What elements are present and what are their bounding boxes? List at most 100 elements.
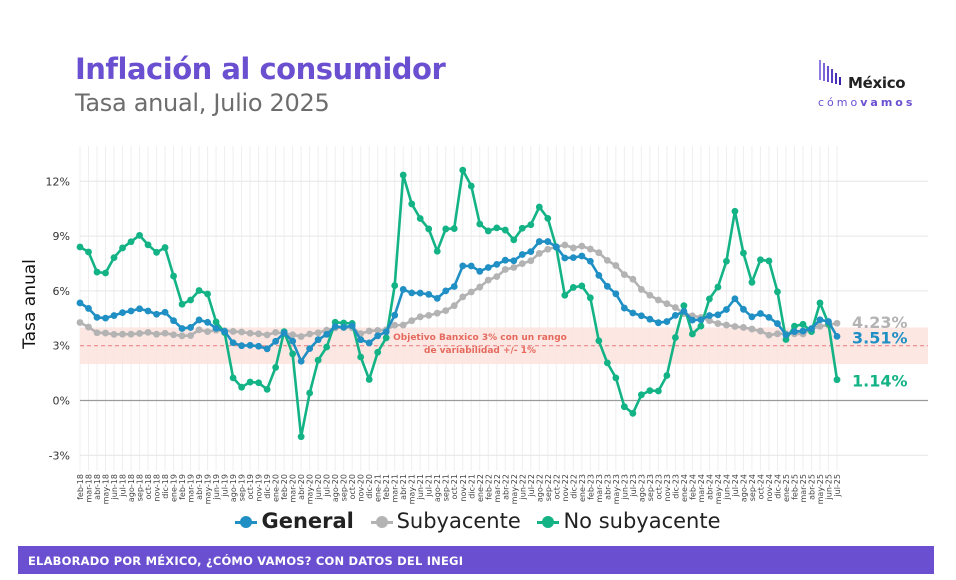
data-point-no-subyacente (255, 379, 263, 387)
data-point-general (110, 312, 118, 319)
data-point-subyacente (723, 321, 730, 329)
data-point-no-subyacente (136, 231, 143, 239)
data-point-no-subyacente (76, 243, 84, 251)
x-tick-label: mar-18 (85, 474, 94, 503)
data-point-subyacente (204, 328, 211, 336)
plot-area (80, 146, 928, 471)
x-tick-label: jul-20 (323, 474, 332, 498)
data-point-general (119, 309, 126, 317)
data-point-general (552, 243, 560, 251)
data-point-no-subyacente (527, 221, 535, 229)
data-point-subyacente (527, 257, 535, 265)
legend-label-general: General (261, 509, 354, 533)
y-tick-label: -3% (49, 449, 70, 462)
data-point-no-subyacente (238, 383, 246, 391)
data-point-subyacente (467, 288, 475, 296)
data-point-general (136, 305, 143, 313)
x-tick-label: jun-20 (314, 474, 323, 500)
data-point-general (501, 256, 509, 264)
data-point-general (791, 328, 798, 336)
data-point-subyacente (646, 291, 654, 299)
data-point-subyacente (85, 323, 92, 331)
data-point-subyacente (816, 322, 824, 330)
data-point-subyacente (119, 330, 126, 338)
data-point-general (246, 341, 254, 349)
data-point-general (578, 252, 586, 260)
data-point-general (535, 238, 543, 245)
x-tick-label: may-20 (306, 474, 315, 504)
legend-label-no-subyacente: No subyacente (563, 509, 721, 533)
data-point-general (510, 257, 518, 265)
x-tick-label: sep-20 (340, 474, 349, 501)
end-label-subyacente: 4.23% (852, 313, 908, 332)
legend-marker-no-subyacente (537, 515, 560, 529)
footer-source-text: ELABORADO POR MÉXICO, ¿CÓMO VAMOS? CON D… (28, 554, 464, 568)
data-point-no-subyacente (425, 225, 433, 233)
data-point-general (178, 325, 186, 332)
data-point-subyacente (229, 328, 237, 335)
data-point-no-subyacente (833, 376, 841, 384)
data-point-no-subyacente (578, 282, 586, 290)
data-point-subyacente (774, 330, 781, 338)
data-point-general (161, 308, 169, 316)
data-point-general (221, 328, 228, 335)
data-point-general (595, 271, 603, 279)
data-point-general (689, 316, 696, 324)
data-point-no-subyacente (153, 248, 160, 256)
data-point-no-subyacente (127, 238, 135, 246)
x-tick-label: abr-24 (705, 474, 714, 500)
y-tick-label: 12% (46, 175, 70, 188)
x-tick-label: ene-21 (374, 474, 383, 502)
x-tick-label: mar-22 (493, 474, 502, 503)
x-tick-label: jun-25 (824, 474, 833, 500)
data-point-subyacente (391, 321, 399, 329)
data-point-subyacente (187, 332, 194, 340)
inflation-line-chart: -3% 0% 3% 6% 9% 12% Objetivo Banxico 3% con un… (46, 146, 928, 504)
data-point-general (212, 324, 220, 332)
data-point-subyacente (620, 271, 628, 279)
data-point-general (603, 282, 611, 290)
data-point-general (833, 332, 841, 340)
data-point-subyacente (416, 313, 424, 321)
data-point-subyacente (127, 330, 135, 338)
x-tick-label: feb-25 (790, 474, 799, 500)
legend-marker-subyacente (370, 515, 393, 529)
data-point-general (365, 339, 373, 347)
data-point-general (782, 331, 790, 339)
x-tick-label: jun-19 (212, 474, 221, 500)
x-tick-label: jul-19 (221, 474, 230, 498)
data-point-general (518, 251, 526, 258)
data-point-subyacente (637, 286, 645, 293)
data-point-no-subyacente (799, 320, 807, 328)
data-point-no-subyacente (102, 269, 109, 277)
data-point-general (476, 267, 484, 275)
x-tick-label: ago-24 (739, 474, 748, 502)
x-tick-label: sep-22 (544, 474, 553, 501)
data-point-general (127, 307, 135, 315)
data-point-no-subyacente (178, 300, 186, 308)
data-point-subyacente (76, 319, 84, 326)
data-point-subyacente (501, 266, 509, 273)
data-point-subyacente (255, 330, 263, 338)
data-point-general (195, 316, 203, 324)
data-point-no-subyacente (144, 241, 152, 249)
data-point-general (569, 254, 577, 262)
data-point-general (323, 330, 331, 338)
data-point-no-subyacente (569, 284, 577, 291)
data-point-general (731, 295, 739, 303)
x-tick-label: oct-21 (450, 474, 459, 500)
data-point-subyacente (442, 307, 450, 315)
x-tick-label: dic-24 (773, 474, 782, 499)
data-point-subyacente (586, 245, 594, 253)
data-point-no-subyacente (467, 182, 475, 190)
x-tick-label: abr-20 (297, 474, 306, 500)
target-annotation: Objetivo Banxico 3% con un rango de varia… (393, 333, 567, 356)
data-point-no-subyacente (246, 378, 254, 386)
data-point-general (391, 311, 399, 319)
data-point-subyacente (706, 317, 713, 325)
data-point-general (663, 318, 671, 325)
x-tick-label: dic-22 (569, 474, 578, 499)
data-point-no-subyacente (586, 294, 594, 302)
y-tick-label: 3% (53, 340, 70, 353)
data-point-general (263, 345, 271, 353)
